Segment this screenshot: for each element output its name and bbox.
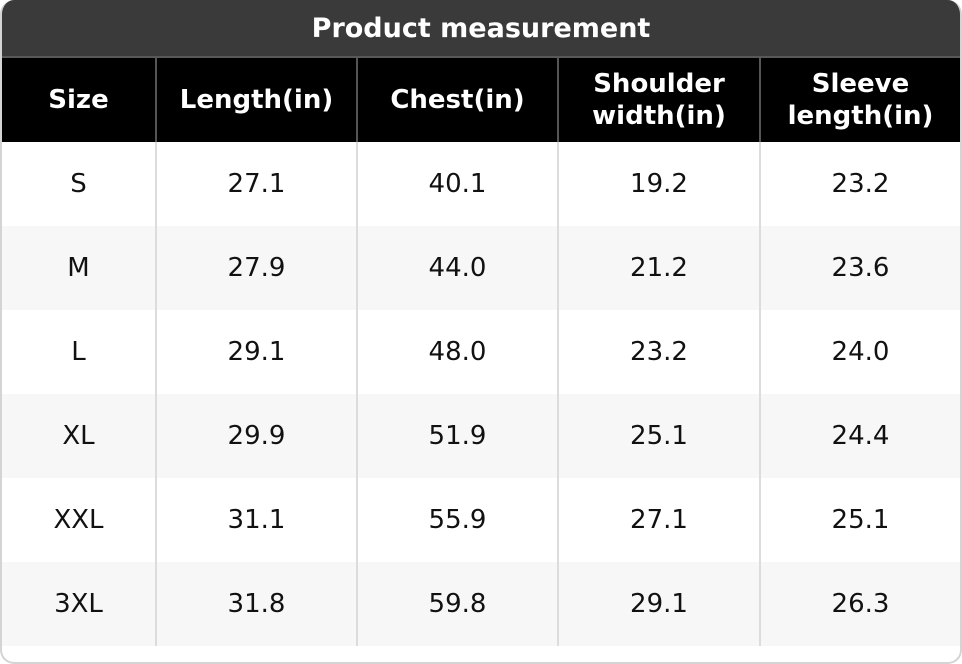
cell-sleeve-length: 24.0 [759, 310, 960, 394]
header-sleeve-line-2: length(in) [787, 101, 934, 131]
cell-shoulder-width: 25.1 [557, 394, 760, 478]
cell-shoulder-width: 21.2 [557, 226, 760, 310]
cell-length: 27.1 [155, 142, 357, 226]
size-chart-table: Size Length(in) Chest(in) Shoulder width(… [2, 58, 960, 646]
cell-length: 29.9 [155, 394, 357, 478]
header-length: Length(in) [155, 58, 357, 142]
header-chest: Chest(in) [356, 58, 558, 142]
cell-length: 31.1 [155, 478, 357, 562]
table-title: Product measurement [2, 0, 960, 58]
header-shoulder-line-1: Shoulder [593, 69, 725, 99]
table-row: XL 29.9 51.9 25.1 24.4 [2, 394, 960, 478]
cell-chest: 51.9 [356, 394, 558, 478]
header-size: Size [2, 58, 156, 142]
header-length-line: Length(in) [179, 85, 334, 115]
cell-chest: 55.9 [356, 478, 558, 562]
header-row: Size Length(in) Chest(in) Shoulder width(… [2, 58, 960, 142]
cell-chest: 44.0 [356, 226, 558, 310]
cell-sleeve-length: 23.6 [759, 226, 960, 310]
table-row: L 29.1 48.0 23.2 24.0 [2, 310, 960, 394]
cell-size: 3XL [2, 562, 156, 646]
table-row: M 27.9 44.0 21.2 23.6 [2, 226, 960, 310]
cell-size: XXL [2, 478, 156, 562]
cell-size: M [2, 226, 156, 310]
table-header: Size Length(in) Chest(in) Shoulder width(… [2, 58, 960, 142]
cell-chest: 40.1 [356, 142, 558, 226]
cell-sleeve-length: 23.2 [759, 142, 960, 226]
cell-chest: 48.0 [356, 310, 558, 394]
cell-shoulder-width: 23.2 [557, 310, 760, 394]
header-sleeve-length: Sleeve length(in) [759, 58, 960, 142]
cell-shoulder-width: 27.1 [557, 478, 760, 562]
header-shoulder-line-2: width(in) [592, 101, 726, 131]
cell-size: L [2, 310, 156, 394]
header-sleeve-line-1: Sleeve [811, 69, 910, 99]
cell-size: S [2, 142, 156, 226]
cell-sleeve-length: 25.1 [759, 478, 960, 562]
table-row: S 27.1 40.1 19.2 23.2 [2, 142, 960, 226]
table-row: 3XL 31.8 59.8 29.1 26.3 [2, 562, 960, 646]
cell-shoulder-width: 19.2 [557, 142, 760, 226]
cell-size: XL [2, 394, 156, 478]
cell-length: 31.8 [155, 562, 357, 646]
cell-sleeve-length: 24.4 [759, 394, 960, 478]
cell-sleeve-length: 26.3 [759, 562, 960, 646]
header-size-line: Size [48, 85, 109, 115]
table-body: S 27.1 40.1 19.2 23.2 M 27.9 44.0 21.2 2… [2, 142, 960, 646]
table-row: XXL 31.1 55.9 27.1 25.1 [2, 478, 960, 562]
header-chest-line: Chest(in) [390, 85, 525, 115]
cell-length: 29.1 [155, 310, 357, 394]
cell-length: 27.9 [155, 226, 357, 310]
cell-chest: 59.8 [356, 562, 558, 646]
cell-shoulder-width: 29.1 [557, 562, 760, 646]
header-shoulder-width: Shoulder width(in) [557, 58, 760, 142]
